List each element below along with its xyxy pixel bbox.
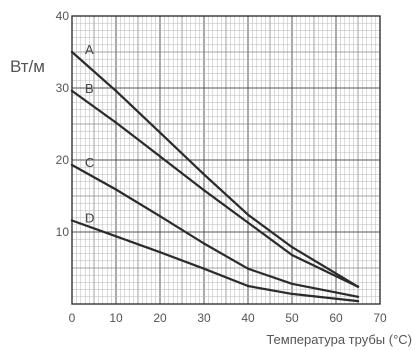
data-point-d xyxy=(202,267,206,270)
x-tick-label: 10 xyxy=(109,311,123,325)
x-tick-label: 40 xyxy=(241,311,255,325)
x-tick-label: 70 xyxy=(373,311,387,325)
series-label-c: C xyxy=(85,155,94,170)
data-point-b xyxy=(246,221,250,224)
series-label-d: D xyxy=(85,210,94,225)
y-tick-label: 20 xyxy=(56,153,70,167)
data-point-c xyxy=(290,282,294,286)
x-tick-label: 30 xyxy=(197,311,211,325)
data-point-c xyxy=(246,267,250,270)
y-axis-label: Вт/м xyxy=(10,57,45,76)
data-point-a xyxy=(70,50,74,54)
data-point-d xyxy=(356,299,360,303)
x-tick-label: 60 xyxy=(329,311,343,325)
chart-grid xyxy=(71,15,381,305)
x-tick-label: 20 xyxy=(153,311,167,325)
data-point-d xyxy=(70,219,74,222)
data-point-c xyxy=(356,295,360,298)
series-line-a xyxy=(70,50,360,288)
series-label-layer: A B C D xyxy=(85,42,94,225)
x-axis-label: Температура трубы (°C) xyxy=(266,332,412,347)
series-label-b: B xyxy=(85,81,94,96)
x-tick-labels: 0 10 20 30 40 50 60 70 xyxy=(69,311,387,325)
y-tick-label: 30 xyxy=(56,81,70,95)
x-tick-label: 50 xyxy=(285,311,299,325)
data-point-d xyxy=(158,250,162,254)
series-label-a: A xyxy=(85,42,94,57)
data-point-b xyxy=(114,121,118,124)
data-point-b xyxy=(70,89,74,93)
data-point-d xyxy=(114,235,118,238)
y-tick-labels: 10 20 30 40 xyxy=(56,9,70,239)
series-layer xyxy=(70,50,360,303)
data-point-d xyxy=(246,284,250,288)
data-point-a xyxy=(290,245,294,249)
data-point-a xyxy=(246,213,250,216)
y-tick-label: 40 xyxy=(56,9,70,23)
x-tick-label: 0 xyxy=(69,311,76,325)
data-point-c xyxy=(158,214,162,218)
plot-frame xyxy=(71,15,381,305)
y-tick-label: 10 xyxy=(56,225,70,239)
data-point-b xyxy=(158,155,162,158)
data-point-b xyxy=(356,285,360,288)
data-point-c xyxy=(70,163,74,167)
data-point-c xyxy=(114,188,118,191)
data-point-a xyxy=(202,173,206,176)
data-point-c xyxy=(202,242,206,245)
data-point-b xyxy=(202,189,206,192)
data-point-a xyxy=(114,89,118,93)
data-point-d xyxy=(290,292,294,296)
data-point-a xyxy=(158,131,162,134)
data-point-b xyxy=(290,253,294,257)
